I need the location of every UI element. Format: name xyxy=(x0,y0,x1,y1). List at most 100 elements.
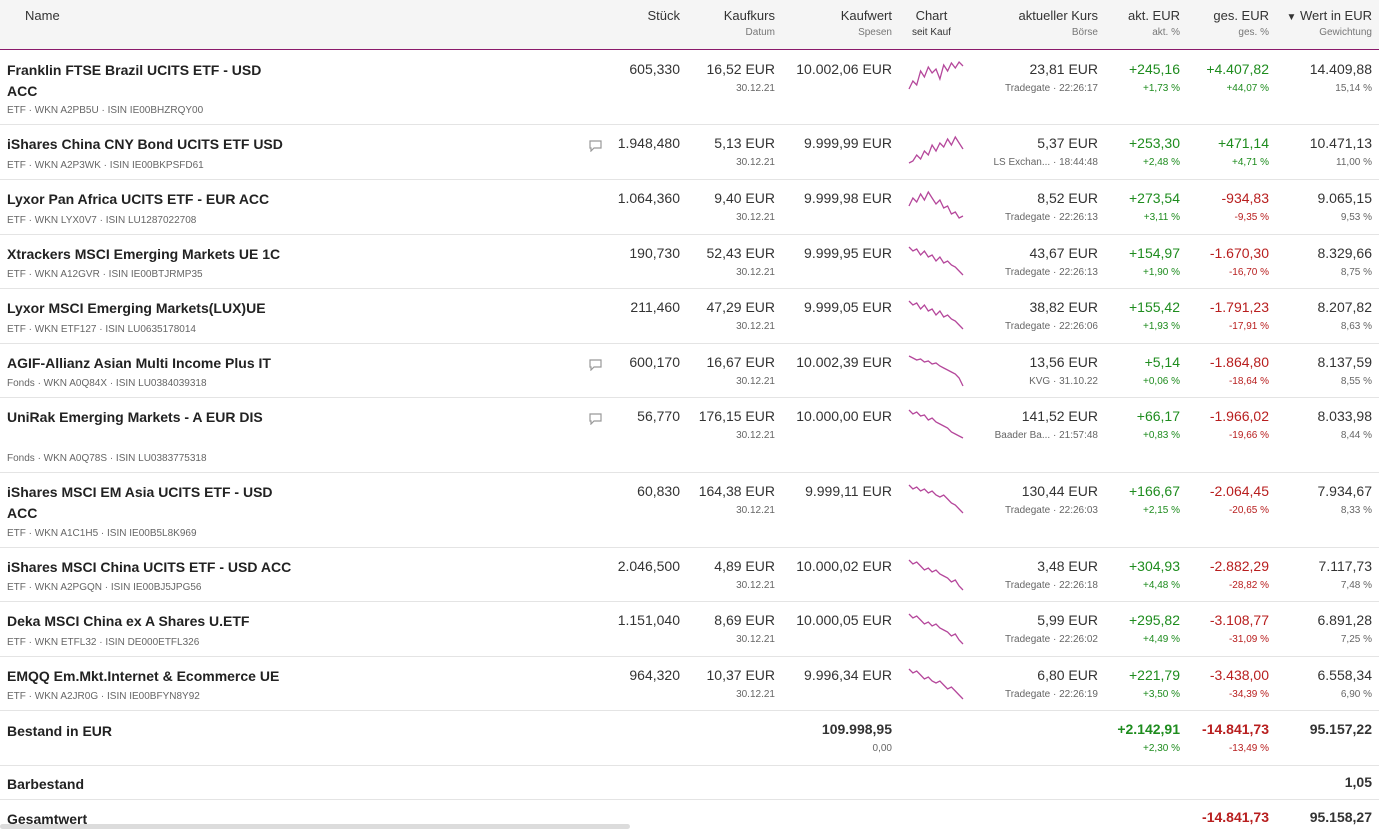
kurs-value: 38,82 EUR xyxy=(1029,299,1098,315)
comment-icon[interactable] xyxy=(589,412,602,426)
boerse-value: Tradegate · 22:26:18 xyxy=(1004,580,1098,591)
ges-eur-value: -934,83 xyxy=(1221,190,1269,206)
security-name[interactable]: iShares MSCI EM Asia UCITS ETF - USD ACC xyxy=(7,484,273,521)
kaufdatum-value: 30.12.21 xyxy=(736,689,775,700)
wert-value: 7.934,67 xyxy=(1317,483,1373,499)
boerse-value: Tradegate · 22:26:02 xyxy=(1004,634,1098,645)
security-name[interactable]: Lyxor Pan Africa UCITS ETF - EUR ACC xyxy=(7,191,270,207)
kaufdatum-value: 30.12.21 xyxy=(736,83,775,94)
sparkline-chart[interactable] xyxy=(908,556,964,592)
gewichtung-value: 6,90 % xyxy=(1340,689,1372,700)
security-name[interactable]: Lyxor MSCI Emerging Markets(LUX)UE xyxy=(7,300,266,316)
col-wert-header[interactable]: ▼ Wert in EUR Gewichtung xyxy=(1286,8,1372,38)
bestand-label: Bestand in EUR xyxy=(7,723,113,739)
sparkline-chart[interactable] xyxy=(908,188,964,224)
sparkline-path xyxy=(908,484,964,514)
stueck-value: 605,330 xyxy=(629,61,680,77)
boerse-value: Tradegate · 22:26:19 xyxy=(1004,689,1098,700)
gewichtung-value: 8,63 % xyxy=(1340,321,1372,332)
col-name-header[interactable]: Name xyxy=(25,8,60,23)
kurs-value: 5,37 EUR xyxy=(1037,135,1098,151)
ges-eur-value: -2.064,45 xyxy=(1209,483,1269,499)
sparkline-chart[interactable] xyxy=(908,297,964,333)
kaufdatum-value: 30.12.21 xyxy=(736,376,775,387)
sparkline-chart[interactable] xyxy=(908,352,964,388)
gewichtung-value: 8,55 % xyxy=(1340,376,1372,387)
security-name[interactable]: Deka MSCI China ex A Shares U.ETF xyxy=(7,613,250,629)
col-akt-eur-header[interactable]: akt. EUR akt. % xyxy=(1127,8,1180,38)
col-seit-kauf-subheader[interactable]: seit Kauf xyxy=(912,27,951,38)
kaufdatum-value: 30.12.21 xyxy=(736,212,775,223)
table-row[interactable]: EMQQ Em.Mkt.Internet & Ecommerce UE ETF ·… xyxy=(0,657,1379,711)
kaufwert-value: 10.000,05 EUR xyxy=(796,612,892,628)
ges-pct-value: -28,82 % xyxy=(1228,580,1269,591)
sparkline-chart[interactable] xyxy=(908,665,964,701)
kaufkurs-value: 5,13 EUR xyxy=(714,135,775,151)
ges-eur-value: -3.108,77 xyxy=(1209,612,1269,628)
bestand-wert: 95.157,22 xyxy=(1309,721,1372,737)
security-name[interactable]: iShares China CNY Bond UCITS ETF USD xyxy=(7,136,283,152)
sparkline-chart[interactable] xyxy=(908,133,964,169)
barbestand-label: Barbestand xyxy=(7,776,85,792)
security-name[interactable]: Franklin FTSE Brazil UCITS ETF - USD ACC xyxy=(7,62,262,99)
akt-pct-value: +0,06 % xyxy=(1143,376,1180,387)
sparkline-chart[interactable] xyxy=(908,481,964,517)
table-row[interactable]: UniRak Emerging Markets - A EUR DIS Fonds… xyxy=(0,398,1379,473)
akt-pct-value: +1,73 % xyxy=(1143,83,1180,94)
col-chart-header[interactable]: Chart seit Kauf xyxy=(912,8,951,38)
bestand-kaufwert: 109.998,95 xyxy=(821,721,892,737)
boerse-value: Tradegate · 22:26:13 xyxy=(1004,267,1098,278)
col-kaufkurs-header[interactable]: Kaufkurs Datum xyxy=(723,8,775,38)
table-row[interactable]: Lyxor Pan Africa UCITS ETF - EUR ACC ETF … xyxy=(0,180,1379,235)
stueck-value: 190,730 xyxy=(629,245,680,261)
table-row[interactable]: Franklin FTSE Brazil UCITS ETF - USD ACC… xyxy=(0,51,1379,125)
security-name[interactable]: Xtrackers MSCI Emerging Markets UE 1C xyxy=(7,246,281,262)
stueck-value: 1.064,360 xyxy=(617,190,680,206)
sparkline-chart[interactable] xyxy=(908,406,964,442)
security-meta: ETF · WKN A2PGQN · ISIN IE00BJ5JPG56 xyxy=(7,582,202,593)
horizontal-scrollbar[interactable] xyxy=(0,824,630,829)
ges-eur-value: -1.966,02 xyxy=(1209,408,1269,424)
col-ges-eur-header[interactable]: ges. EUR ges. % xyxy=(1213,8,1269,38)
security-name[interactable]: AGIF-Allianz Asian Multi Income Plus IT xyxy=(7,355,271,371)
comment-icon[interactable] xyxy=(589,358,602,372)
table-row[interactable]: iShares MSCI China UCITS ETF - USD ACC ET… xyxy=(0,548,1379,602)
security-name[interactable]: UniRak Emerging Markets - A EUR DIS xyxy=(7,409,263,425)
col-stueck-header[interactable]: Stück xyxy=(647,8,680,23)
table-row[interactable]: AGIF-Allianz Asian Multi Income Plus IT F… xyxy=(0,344,1379,398)
ges-pct-value: -18,64 % xyxy=(1228,376,1269,387)
akt-eur-value: +5,14 xyxy=(1144,354,1180,370)
sparkline-chart[interactable] xyxy=(908,243,964,279)
akt-eur-value: +155,42 xyxy=(1129,299,1180,315)
sparkline-chart[interactable] xyxy=(908,59,964,95)
ges-pct-value: -19,66 % xyxy=(1228,430,1269,441)
kaufdatum-value: 30.12.21 xyxy=(736,580,775,591)
kaufwert-value: 9.999,99 EUR xyxy=(804,135,892,151)
gewichtung-value: 8,75 % xyxy=(1340,267,1372,278)
comment-icon[interactable] xyxy=(589,139,602,153)
security-name[interactable]: iShares MSCI China UCITS ETF - USD ACC xyxy=(7,559,292,575)
table-row[interactable]: Lyxor MSCI Emerging Markets(LUX)UE ETF · … xyxy=(0,289,1379,344)
security-meta: ETF · WKN A1C1H5 · ISIN IE00B5L8K969 xyxy=(7,528,197,539)
akt-pct-value: +4,48 % xyxy=(1143,580,1180,591)
kaufkurs-value: 10,37 EUR xyxy=(706,667,775,683)
table-row[interactable]: iShares MSCI EM Asia UCITS ETF - USD ACC… xyxy=(0,473,1379,548)
kaufkurs-value: 9,40 EUR xyxy=(714,190,775,206)
table-row[interactable]: Deka MSCI China ex A Shares U.ETF ETF · W… xyxy=(0,602,1379,657)
ges-pct-value: +44,07 % xyxy=(1226,83,1269,94)
table-row[interactable]: Xtrackers MSCI Emerging Markets UE 1C ETF… xyxy=(0,235,1379,289)
col-kurs-header[interactable]: aktueller Kurs Börse xyxy=(1018,8,1098,38)
col-ges-pct-subheader: ges. % xyxy=(1238,27,1269,38)
wert-value: 10.471,13 xyxy=(1309,135,1372,151)
sparkline-chart[interactable] xyxy=(908,610,964,646)
summary-row-barbestand: Barbestand 1,05 xyxy=(0,766,1379,800)
kurs-value: 5,99 EUR xyxy=(1037,612,1098,628)
security-meta: ETF · WKN A2PB5U · ISIN IE00BHZRQY00 xyxy=(7,105,204,116)
summary-row-bestand: Bestand in EUR 109.998,95 0,00 +2.142,91… xyxy=(0,711,1379,766)
table-row[interactable]: iShares China CNY Bond UCITS ETF USD ETF … xyxy=(0,125,1379,180)
stueck-value: 60,830 xyxy=(637,483,680,499)
security-meta: Fonds · WKN A0Q84X · ISIN LU0384039318 xyxy=(7,378,207,389)
gewichtung-value: 15,14 % xyxy=(1335,83,1372,94)
security-name[interactable]: EMQQ Em.Mkt.Internet & Ecommerce UE xyxy=(7,668,280,684)
col-kaufwert-header[interactable]: Kaufwert Spesen xyxy=(840,8,892,38)
